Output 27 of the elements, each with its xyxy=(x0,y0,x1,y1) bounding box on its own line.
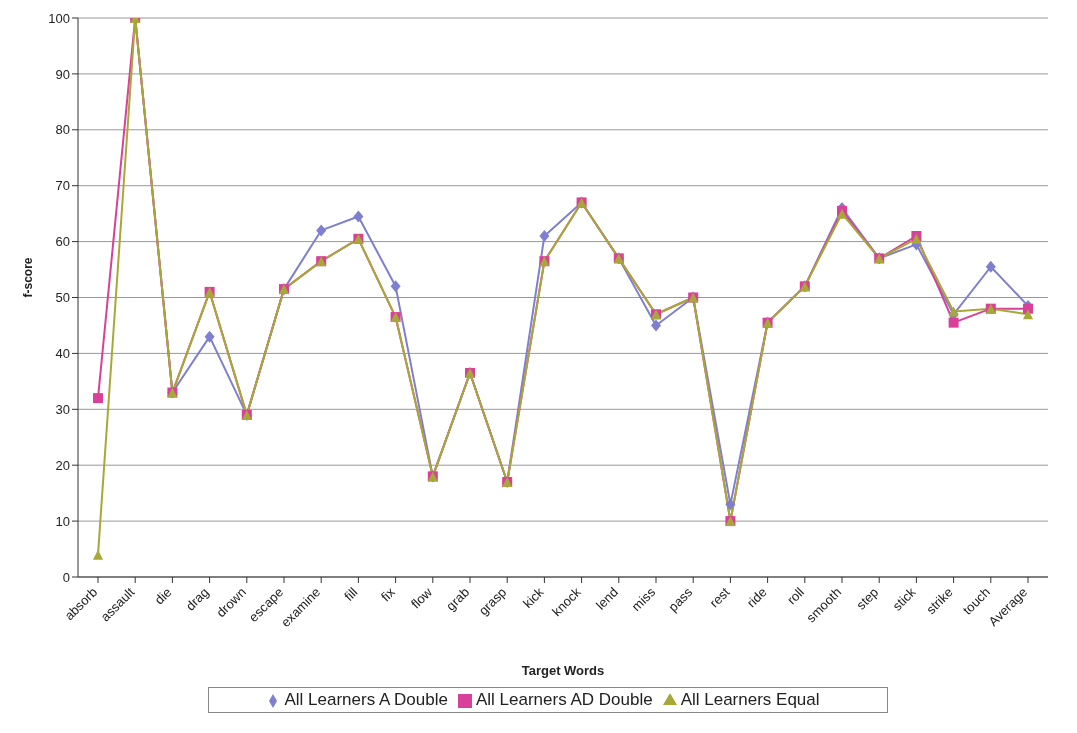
x-tick-label: fix xyxy=(377,584,399,605)
y-tick-label: 80 xyxy=(55,122,70,138)
x-tick-label: roll xyxy=(784,584,807,608)
y-tick-label: 100 xyxy=(48,10,70,26)
y-axis-title: f-score xyxy=(21,257,36,298)
x-tick-label: ride xyxy=(743,584,770,611)
x-axis-title: Target Words xyxy=(521,663,605,678)
y-tick-label: 40 xyxy=(55,346,70,362)
y-tick-label: 30 xyxy=(55,401,70,417)
y-tick-label: 50 xyxy=(55,290,70,306)
legend-label: All Learners A Double xyxy=(284,690,448,709)
x-tick-label: die xyxy=(151,584,175,608)
x-tick-label: step xyxy=(853,584,882,613)
x-tick-label: fill xyxy=(341,584,361,604)
x-tick-label: rest xyxy=(706,584,733,611)
y-tick-label: 10 xyxy=(55,513,70,529)
y-tick-label: 70 xyxy=(55,178,70,194)
legend-label: All Learners Equal xyxy=(680,690,820,709)
y-tick-label: 20 xyxy=(55,457,70,473)
x-tick-label: drag xyxy=(182,584,212,614)
x-tick-label: miss xyxy=(628,584,659,615)
legend-label: All Learners AD Double xyxy=(475,690,653,709)
x-tick-label: kick xyxy=(520,584,547,611)
y-tick-label: 90 xyxy=(55,66,70,82)
y-tick-label: 0 xyxy=(62,569,70,585)
x-tick-label: flow xyxy=(407,584,436,612)
y-tick-label: 60 xyxy=(55,234,70,250)
